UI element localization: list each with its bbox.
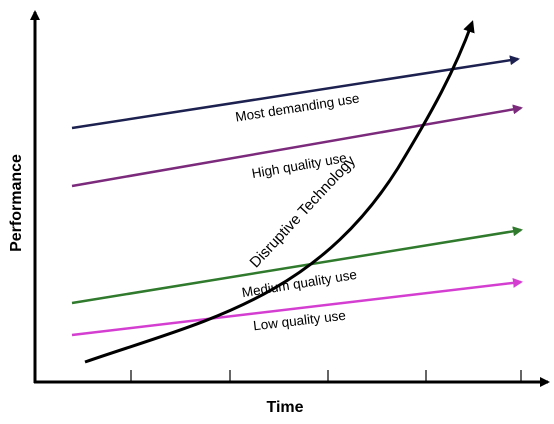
line-low-quality-use	[71, 277, 523, 337]
x-axis-title: Time	[266, 399, 303, 416]
y-axis-title: Performance	[8, 154, 25, 252]
line-high-quality-use	[71, 104, 523, 188]
line-most-demanding-use	[71, 55, 520, 130]
line-medium-quality-use	[71, 226, 523, 305]
label-most-demanding-use: Most demanding use	[234, 91, 360, 125]
disruptive-technology-curve	[84, 20, 475, 364]
